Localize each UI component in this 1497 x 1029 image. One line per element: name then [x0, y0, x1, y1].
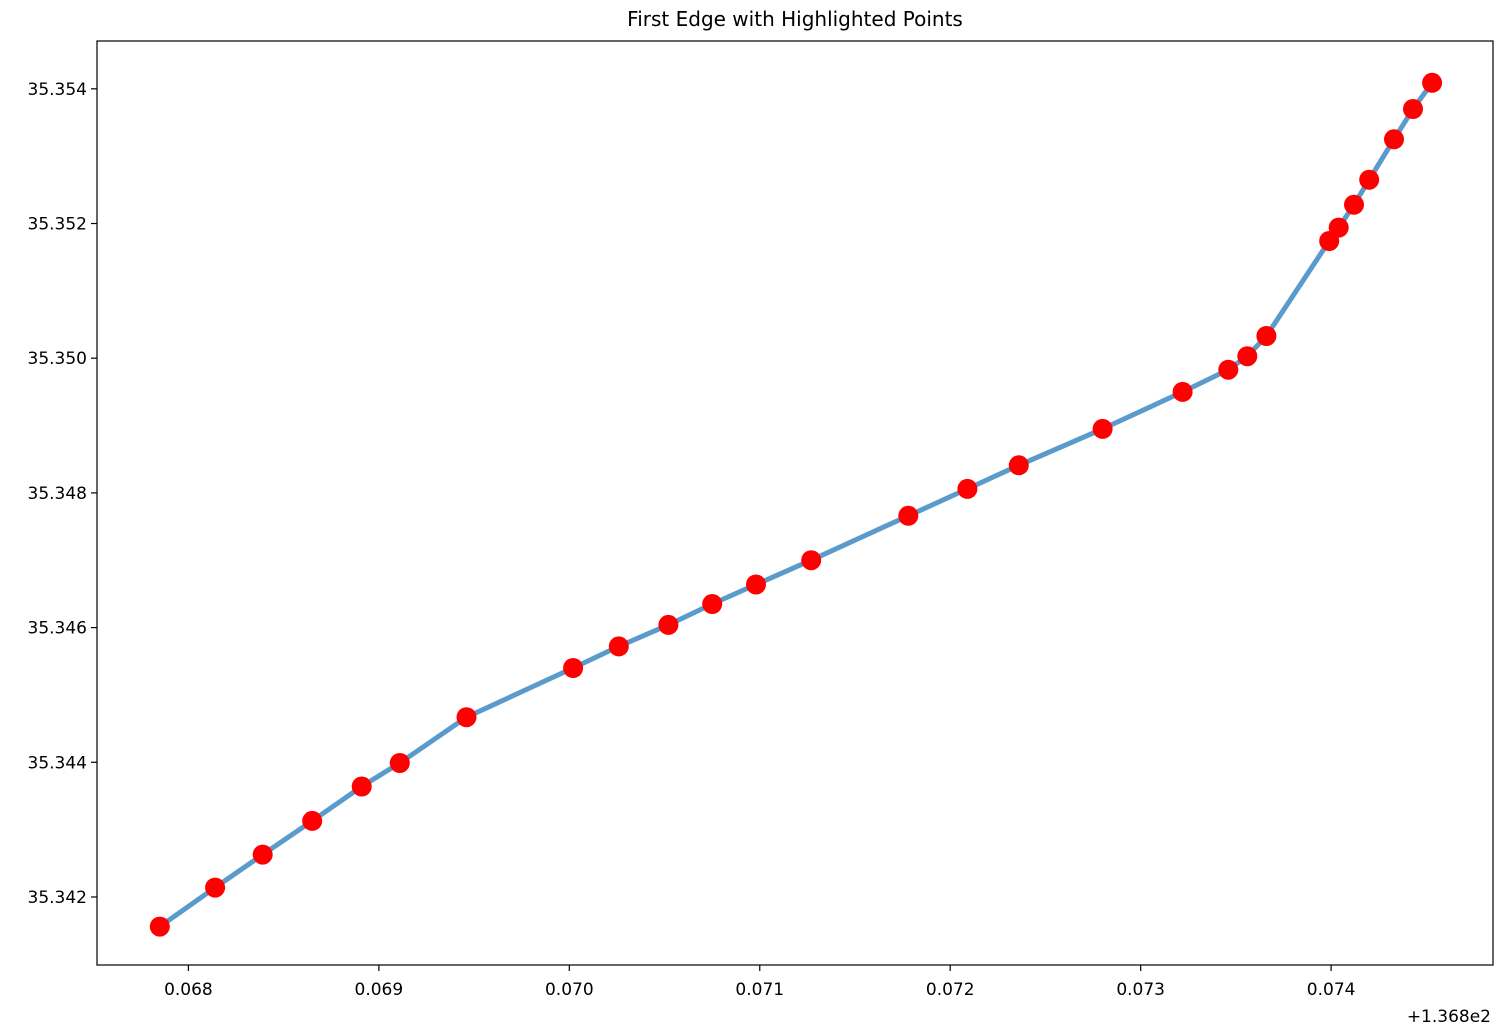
- plot-area: [149, 72, 1443, 937]
- data-point: [563, 658, 584, 678]
- data-point: [389, 753, 410, 773]
- data-point: [801, 550, 822, 571]
- data-point: [1384, 129, 1404, 150]
- data-point: [1256, 326, 1277, 346]
- y-tick-label: 35.346: [28, 619, 87, 639]
- axes-frame: [96, 40, 1494, 966]
- data-point: [898, 505, 919, 526]
- data-point: [1218, 359, 1239, 380]
- data-point: [702, 594, 723, 614]
- x-tick-label: 0.072: [926, 980, 975, 1000]
- data-point: [1422, 72, 1443, 93]
- data-point: [149, 916, 170, 937]
- series-line: [157, 80, 1435, 930]
- x-tick-label: 0.074: [1307, 980, 1356, 1000]
- x-tick-label: 0.068: [164, 980, 213, 1000]
- data-point: [351, 776, 372, 797]
- data-point: [957, 478, 978, 499]
- x-axis-offset-label: +1.368e2: [1407, 1007, 1491, 1027]
- data-point: [1359, 169, 1380, 190]
- data-point: [658, 614, 679, 635]
- y-tick-label: 35.352: [28, 215, 87, 235]
- x-axis: 0.068 0.069 0.070 0.071 0.072 0.073 0.074: [164, 965, 1355, 1000]
- x-tick-label: 0.071: [735, 980, 784, 1000]
- chart-title: First Edge with Highlighted Points: [627, 7, 963, 31]
- data-point: [1172, 381, 1193, 402]
- y-tick-label: 35.350: [28, 349, 87, 369]
- data-point: [252, 844, 273, 865]
- y-tick-label: 35.342: [28, 888, 87, 908]
- x-tick-label: 0.073: [1116, 980, 1165, 1000]
- data-point: [1344, 194, 1364, 215]
- data-point: [1403, 99, 1423, 119]
- data-point: [302, 810, 323, 831]
- y-tick-label: 35.344: [28, 753, 87, 773]
- x-tick-label: 0.069: [355, 980, 404, 1000]
- y-tick-label: 35.348: [28, 484, 87, 504]
- data-point: [746, 574, 766, 595]
- data-point: [1008, 455, 1029, 476]
- data-point: [1328, 217, 1349, 238]
- x-tick-label: 0.070: [545, 980, 594, 1000]
- data-point: [608, 636, 629, 657]
- data-point: [456, 707, 477, 728]
- y-axis: 35.342 35.344 35.346 35.348 35.350 35.352 35.3…: [28, 80, 97, 908]
- data-point: [1092, 418, 1113, 439]
- data-point: [1237, 346, 1258, 367]
- data-point: [205, 877, 226, 898]
- y-tick-label: 35.354: [28, 80, 87, 100]
